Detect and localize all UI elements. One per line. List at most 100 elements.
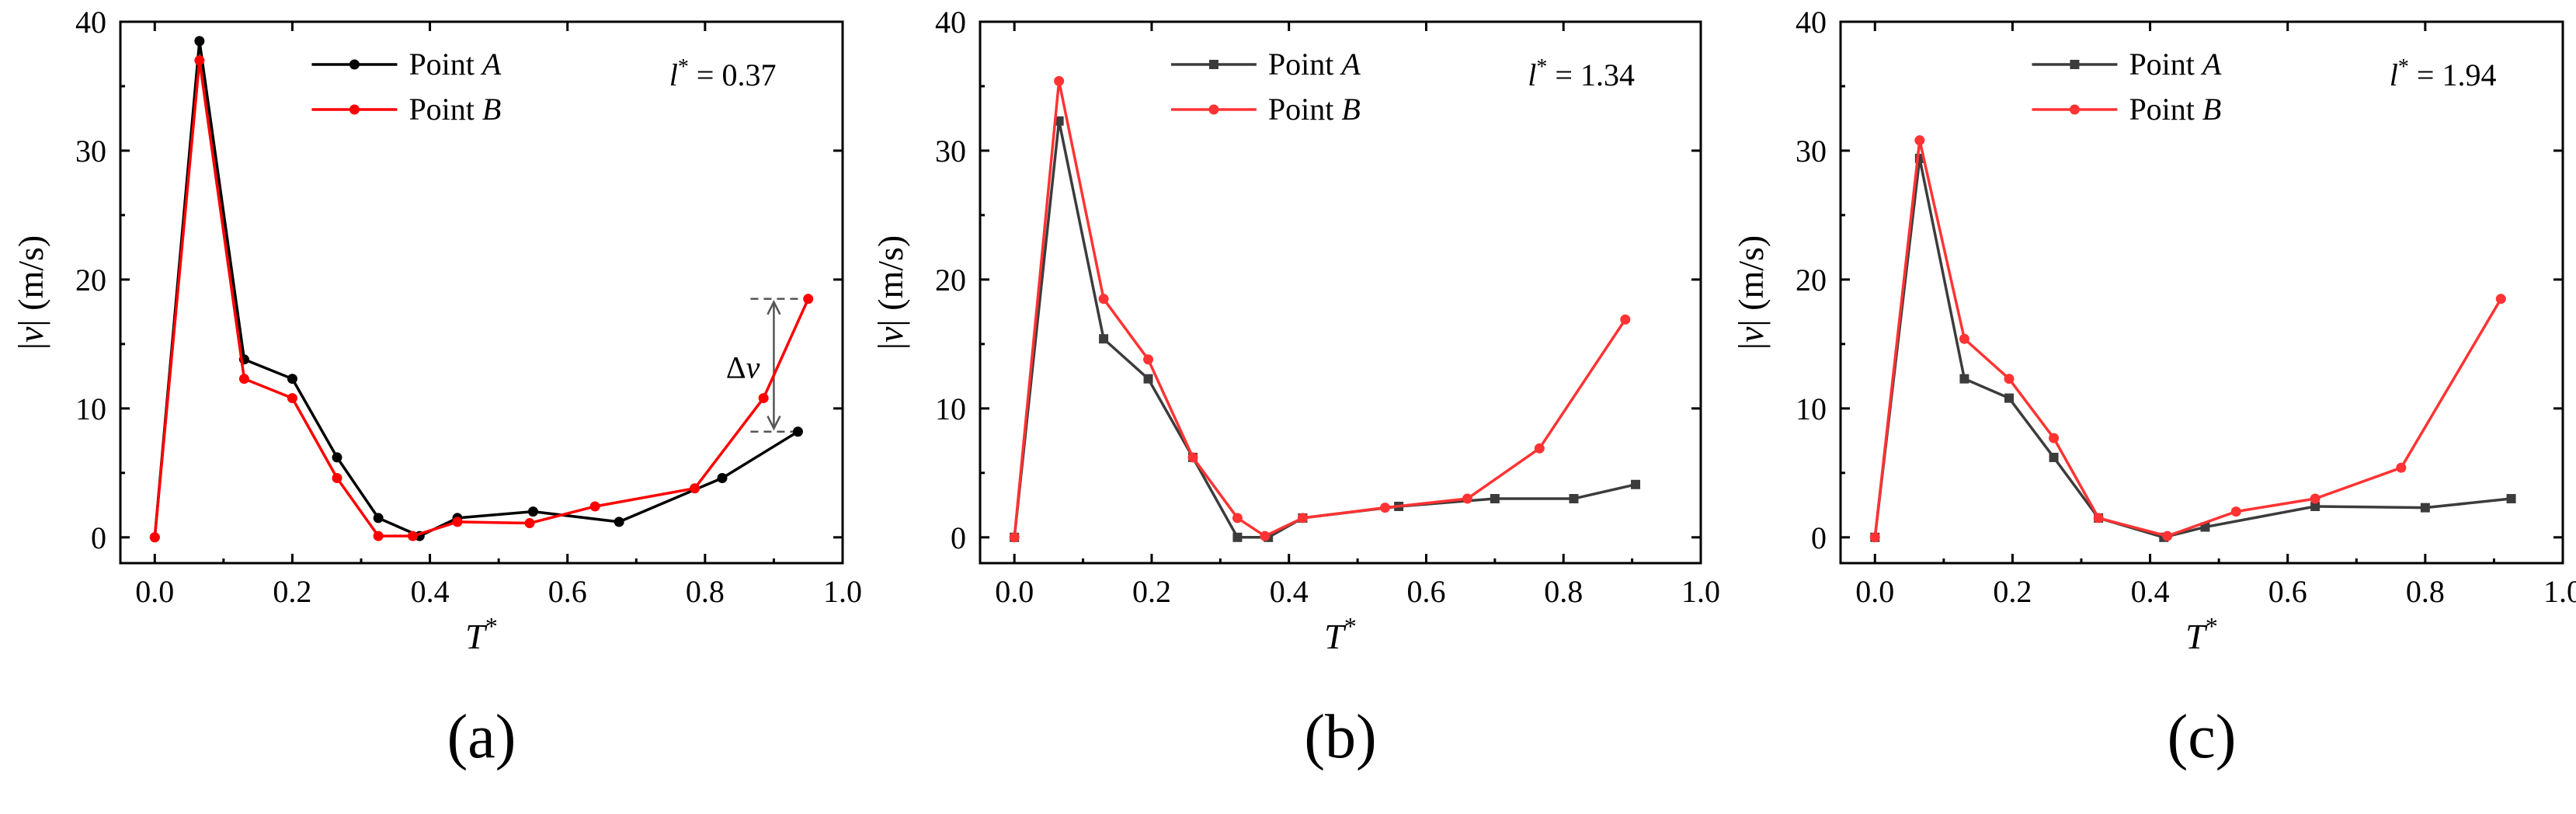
x-tick-label: 1.0 <box>823 574 862 609</box>
y-tick-label: 0 <box>1811 520 1827 555</box>
plot-frame <box>119 20 844 565</box>
legend-swatch-marker <box>2070 60 2080 69</box>
x-axis-title: T* <box>2185 612 2218 656</box>
legend-swatch-marker <box>2069 104 2080 115</box>
delta-v-label: Δv <box>726 350 760 384</box>
x-axis-title: T* <box>1324 612 1357 656</box>
data-point <box>1232 532 1243 542</box>
panel-label: (b) <box>1304 703 1376 771</box>
x-tick-label: 1.0 <box>2543 574 2576 609</box>
parameter-label: l* = 1.34 <box>1528 55 1635 93</box>
y-tick-label: 40 <box>75 5 106 40</box>
data-point <box>2396 462 2407 473</box>
plot-frame <box>979 20 1702 565</box>
data-point <box>1098 294 1109 304</box>
data-point <box>238 374 249 384</box>
x-tick-label: 0.6 <box>1406 574 1445 609</box>
panel-label: (a) <box>447 703 516 771</box>
data-point <box>1534 443 1545 454</box>
y-axis-title: |v| (m/s) <box>1731 235 1771 350</box>
data-point <box>2420 503 2430 513</box>
x-tick-label: 0.6 <box>548 574 587 609</box>
parameter-label: l* = 1.94 <box>2390 55 2497 93</box>
data-point <box>2495 294 2506 304</box>
legend-swatch-marker <box>349 104 360 115</box>
series-line-point-a <box>153 40 799 537</box>
data-point <box>2004 374 2015 384</box>
legend-swatch-marker <box>1208 60 1218 69</box>
y-axis-title: |v| (m/s) <box>11 235 50 350</box>
data-point <box>1620 314 1631 325</box>
series-line-point-a <box>1873 157 2512 539</box>
series-line-point-b <box>153 59 810 537</box>
legend-label: Point B <box>1268 92 1361 127</box>
data-point <box>758 393 769 404</box>
legend-label: Point A <box>408 47 501 82</box>
parameter-label: l* = 0.37 <box>669 55 777 93</box>
chart-panel-3: 0.0 0.2 0.4 0.6 0.8 1.0 0 10 20 30 40 T* |v| (m/s) Po… <box>1731 5 2576 771</box>
data-point <box>287 393 297 404</box>
data-point <box>2310 493 2320 504</box>
data-point <box>194 36 205 47</box>
delta-v-arrow-head-down <box>767 416 781 431</box>
data-point <box>2230 506 2241 517</box>
x-tick-label: 0.2 <box>1132 574 1171 609</box>
y-axis-title: |v| (m/s) <box>871 235 910 350</box>
x-tick-label: 0.0 <box>135 574 174 609</box>
y-tick-label: 30 <box>1796 134 1827 169</box>
y-tick-label: 20 <box>935 263 966 297</box>
y-tick-label: 0 <box>91 520 106 555</box>
data-point <box>717 472 728 483</box>
data-point <box>1959 374 1969 384</box>
data-point <box>1959 333 1969 344</box>
data-point <box>2049 452 2059 462</box>
data-point <box>194 55 205 66</box>
data-point <box>373 513 384 524</box>
legend-label: Point A <box>1268 47 1361 82</box>
data-point <box>614 517 624 527</box>
chart-panel-1: 0.0 0.2 0.4 0.6 0.8 1.0 0 10 20 30 40 T* |v| (m/s) Δv… <box>11 5 862 771</box>
y-tick-label: 40 <box>935 5 966 40</box>
x-tick-label: 0.0 <box>995 574 1034 609</box>
y-tick-label: 20 <box>1796 263 1827 297</box>
data-point <box>407 530 418 541</box>
y-tick-label: 30 <box>935 134 966 169</box>
legend-label: Point B <box>2129 92 2221 127</box>
y-tick-label: 10 <box>75 391 106 426</box>
data-point <box>690 483 700 494</box>
y-tick-label: 10 <box>935 391 966 426</box>
data-point <box>1232 513 1243 524</box>
x-tick-label: 0.0 <box>1855 574 1894 609</box>
data-point <box>1054 75 1065 86</box>
data-point <box>2004 393 2014 403</box>
data-point <box>1569 494 1579 504</box>
data-point <box>2093 513 2104 524</box>
data-point <box>1631 479 1641 489</box>
data-point <box>1143 374 1153 384</box>
x-tick-label: 0.8 <box>686 574 725 609</box>
data-point <box>2506 494 2516 504</box>
y-tick-label: 0 <box>951 520 966 555</box>
series-line-point-a <box>1013 120 1636 539</box>
data-point <box>1297 513 1308 524</box>
data-point <box>332 472 342 483</box>
plot-frame <box>1839 20 2564 565</box>
x-tick-label: 0.8 <box>1544 574 1583 609</box>
data-point <box>1914 135 1925 146</box>
data-point <box>373 530 384 541</box>
data-point <box>527 506 538 517</box>
data-point <box>1379 503 1390 513</box>
data-point <box>1009 532 1020 543</box>
data-point <box>2310 501 2320 511</box>
y-tick-label: 30 <box>75 134 106 169</box>
legend-label: Point A <box>2129 47 2221 82</box>
data-point <box>1490 494 1500 504</box>
legend-swatch-marker <box>1208 104 1219 115</box>
x-tick-label: 0.8 <box>2406 574 2445 609</box>
data-point <box>803 294 814 304</box>
y-tick-label: 20 <box>75 263 106 297</box>
data-point <box>149 532 160 543</box>
delta-v-arrow-head-up <box>767 300 781 315</box>
x-tick-label: 0.2 <box>273 574 311 609</box>
x-axis-title: T* <box>465 612 498 656</box>
